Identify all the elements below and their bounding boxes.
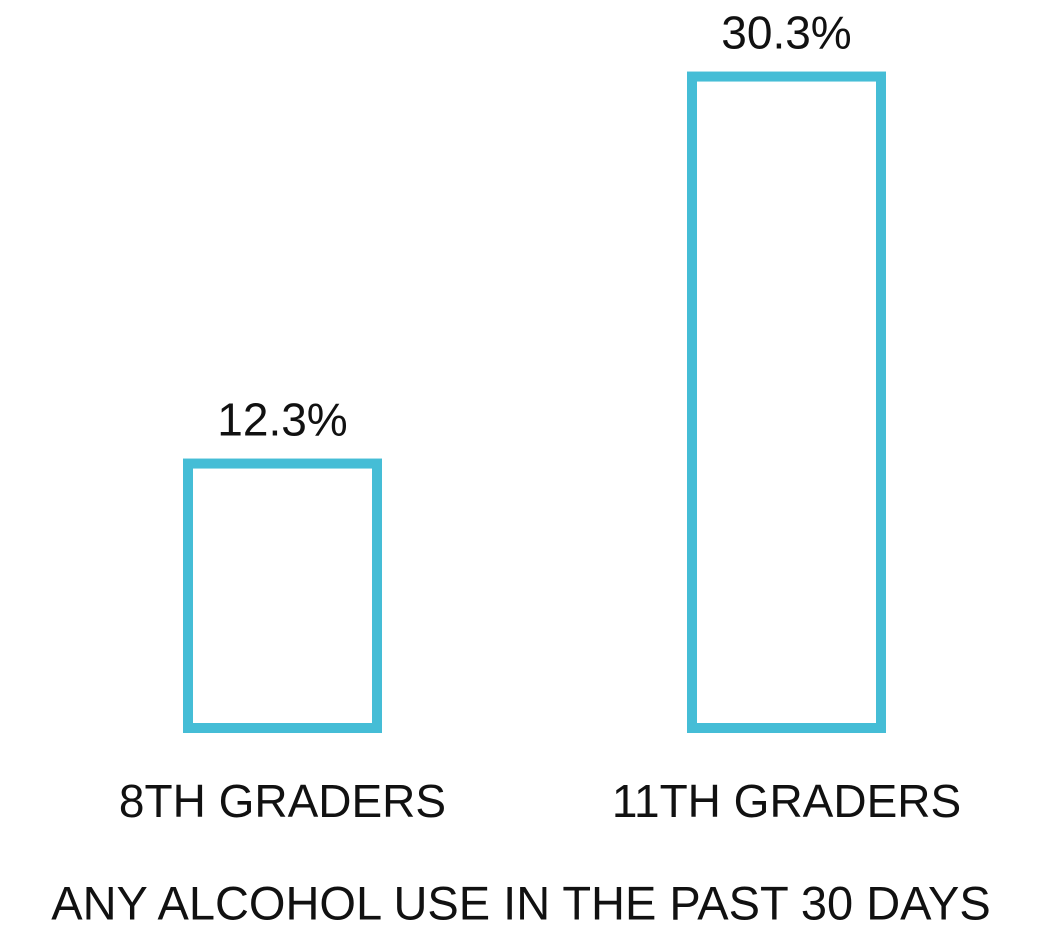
bar (183, 458, 382, 733)
bar (687, 71, 886, 734)
value-label: 12.3% (217, 394, 347, 446)
chart-title: ANY ALCOHOL USE IN THE PAST 30 DAYS (51, 876, 990, 929)
x-tick-label: 11TH GRADERS (612, 775, 961, 827)
x-tick-label: 8TH GRADERS (119, 775, 446, 827)
value-label: 30.3% (721, 7, 851, 59)
